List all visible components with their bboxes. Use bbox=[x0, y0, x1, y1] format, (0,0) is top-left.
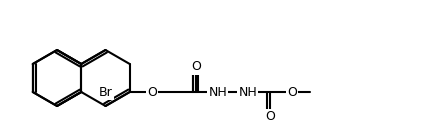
Text: O: O bbox=[191, 60, 201, 74]
Text: Br: Br bbox=[99, 85, 112, 98]
Text: NH: NH bbox=[238, 85, 257, 98]
Text: NH: NH bbox=[208, 85, 227, 98]
Text: O: O bbox=[147, 85, 157, 98]
Text: O: O bbox=[287, 85, 297, 98]
Text: O: O bbox=[265, 111, 275, 124]
